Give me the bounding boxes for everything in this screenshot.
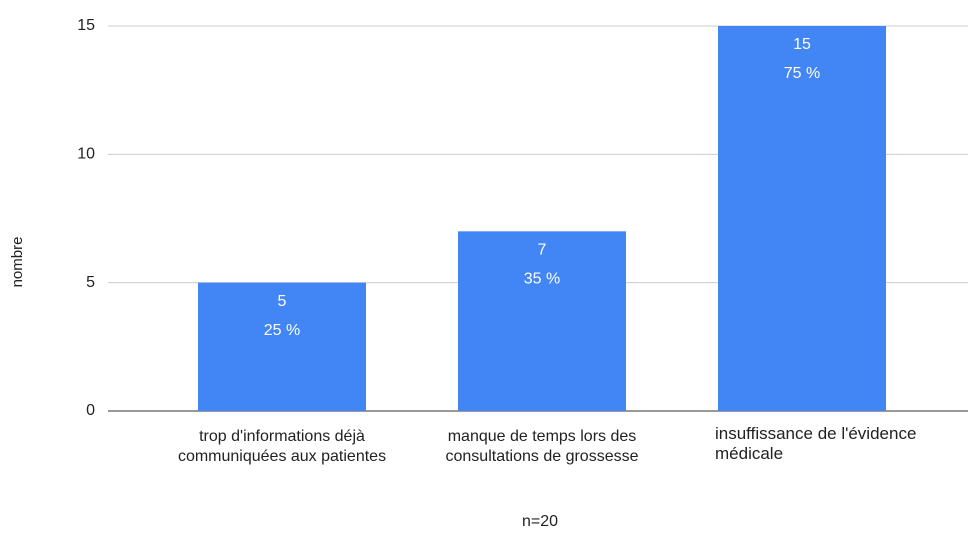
percentage-label: 35 % [524,271,560,288]
y-tick-label: 15 [77,17,95,34]
percentage-label: 25 % [264,322,300,339]
y-axis-label: nombre [9,237,26,288]
value-label: 7 [538,242,547,259]
y-tick-label: 0 [86,402,95,419]
percentage-label: 75 % [784,65,820,82]
x-axis-label: n=20 [522,513,558,530]
y-tick-label: 5 [86,274,95,291]
value-label: 5 [278,293,287,310]
x-tick-label: insuffissance de l'évidence médicale [715,424,917,463]
bar [198,282,366,411]
bar [718,26,886,411]
value-label: 15 [793,36,811,53]
x-tick-label: manque de temps lors des consultations d… [445,428,639,465]
bar [458,231,626,411]
x-tick-label: trop d'informations déjà communiquées au… [177,428,387,465]
y-tick-label: 10 [77,146,95,163]
